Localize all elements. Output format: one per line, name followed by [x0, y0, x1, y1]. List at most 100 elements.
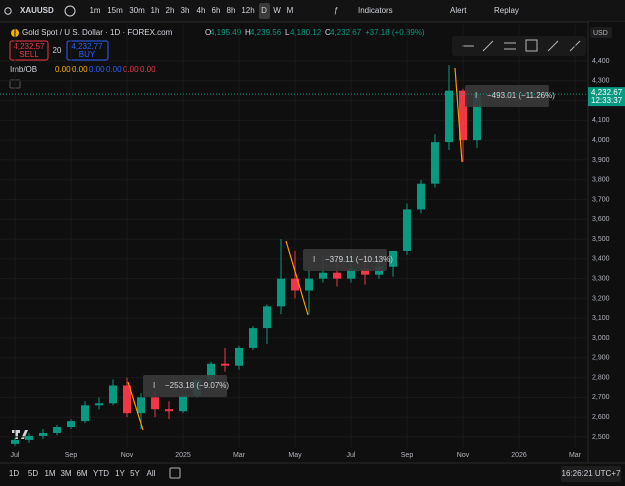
x-tick-label: Jul — [347, 452, 356, 459]
range-button[interactable]: 1M — [44, 469, 55, 478]
range-button[interactable]: 5D — [28, 469, 38, 478]
y-tick-label: 4,400 — [592, 58, 610, 65]
buy-button[interactable] — [66, 40, 109, 61]
indicators-button[interactable]: Indicators — [358, 6, 393, 15]
candle-body — [137, 397, 145, 414]
candle-body — [179, 395, 187, 412]
candle-body — [305, 278, 313, 291]
top-toolbar — [0, 0, 625, 22]
buy-label[interactable]: BUY — [79, 50, 96, 59]
annotation-line — [127, 381, 144, 431]
candle-body — [417, 183, 425, 210]
interval-button[interactable]: 12h — [241, 6, 254, 15]
add-symbol[interactable] — [64, 5, 76, 17]
spread: 20 — [53, 46, 62, 55]
y-tick-label: 3,600 — [592, 216, 610, 223]
interval-button[interactable]: 8h — [227, 6, 236, 15]
candle-body — [403, 209, 411, 251]
y-tick-label: 3,200 — [592, 295, 610, 302]
ohlc-value: 4,180.12 — [290, 28, 322, 37]
interval-button[interactable]: 15m — [107, 6, 123, 15]
y-tick-label: 3,000 — [592, 335, 610, 342]
y-tick-label: 4,100 — [592, 117, 610, 124]
y-tick-label: 2,900 — [592, 355, 610, 362]
y-tick-label: 3,700 — [592, 196, 610, 203]
indicator-value: 0.00 — [89, 65, 105, 74]
candle-body — [277, 278, 285, 307]
candle-body — [319, 272, 327, 279]
y-tick-label: 2,700 — [592, 394, 610, 401]
y-tick-label: 4,300 — [592, 78, 610, 85]
annotation-label: −493.01 (−11.26%) — [487, 91, 555, 100]
y-tick-label: 2,600 — [592, 414, 610, 421]
last-price-label: 4,232.67 — [591, 88, 623, 97]
legend-title: Gold Spot / U.S. Dollar · 1D · FOREX.com — [22, 28, 173, 37]
candle-body — [123, 385, 131, 414]
interval-button[interactable]: 1h — [151, 6, 160, 15]
x-tick-label: Mar — [233, 452, 246, 459]
interval-button[interactable]: M — [287, 6, 294, 15]
date-range-icon[interactable] — [169, 467, 181, 479]
candle-body — [431, 142, 439, 184]
y-tick-label: 3,900 — [592, 157, 610, 164]
candle-body — [389, 250, 397, 267]
candle-body — [361, 268, 369, 275]
buy-price[interactable]: 4,232.77 — [71, 42, 103, 51]
indicator-value: 0.00 — [123, 65, 139, 74]
ohlc-value: 4,232.67 — [330, 28, 362, 37]
candle-body — [151, 397, 159, 410]
x-tick-label: May — [288, 452, 302, 459]
clock-box — [561, 466, 621, 482]
symbol[interactable]: XAUUSD — [20, 6, 54, 15]
interval-button[interactable]: 4h — [197, 6, 206, 15]
interval-button[interactable]: 3h — [181, 6, 190, 15]
indicator-name: Imb/OB — [10, 65, 37, 74]
interval-button[interactable]: 1m — [89, 6, 100, 15]
interval-button[interactable]: 6h — [212, 6, 221, 15]
active-interval-bg — [259, 3, 270, 19]
range-button[interactable]: 6M — [76, 469, 87, 478]
change: +37.18 (+0.89%) — [365, 28, 425, 37]
candle-body — [249, 328, 257, 348]
range-button[interactable]: YTD — [93, 469, 109, 478]
candle-body — [25, 435, 33, 440]
interval-button[interactable]: D — [261, 6, 267, 15]
candle-body — [445, 90, 453, 143]
ohlc-key: O — [205, 28, 211, 37]
y-tick-label: 3,500 — [592, 236, 610, 243]
replay-button[interactable]: Replay — [494, 6, 519, 15]
range-button[interactable]: 3M — [60, 469, 71, 478]
indicator-value: 0.00 — [140, 65, 156, 74]
sell-button[interactable] — [9, 40, 49, 61]
candle-body — [473, 94, 481, 141]
y-tick-label: 4,000 — [592, 137, 610, 144]
currency[interactable]: USD — [593, 30, 608, 37]
currency-box[interactable] — [590, 27, 612, 38]
search-icon[interactable] — [4, 7, 12, 15]
x-tick-label: Nov — [121, 452, 134, 459]
candle-body — [207, 363, 215, 380]
interval-button[interactable]: 2h — [166, 6, 175, 15]
range-button[interactable]: All — [147, 469, 156, 478]
sell-label[interactable]: SELL — [19, 50, 39, 59]
range-button[interactable]: 1Y — [115, 469, 125, 478]
ohlc-key: L — [285, 28, 290, 37]
y-tick-label: 3,100 — [592, 315, 610, 322]
x-tick-label: Mar — [569, 452, 582, 459]
indicator-value: 0.00 — [106, 65, 122, 74]
interval-button[interactable]: W — [273, 6, 281, 15]
candle-body — [53, 427, 61, 433]
range-button[interactable]: 1D — [9, 469, 19, 478]
x-tick-label: Nov — [457, 452, 470, 459]
range-button[interactable]: 5Y — [130, 469, 140, 478]
sell-price[interactable]: 4,232.57 — [13, 42, 45, 51]
ohlc-value: 4,239.56 — [250, 28, 282, 37]
candle-body — [459, 90, 467, 141]
ohlc-value: 4,195.49 — [210, 28, 242, 37]
clock: 16:26:21 UTC+7 — [562, 469, 621, 478]
candle-body — [165, 409, 173, 412]
alert-button[interactable]: Alert — [450, 6, 467, 15]
interval-button[interactable]: 30m — [129, 6, 145, 15]
